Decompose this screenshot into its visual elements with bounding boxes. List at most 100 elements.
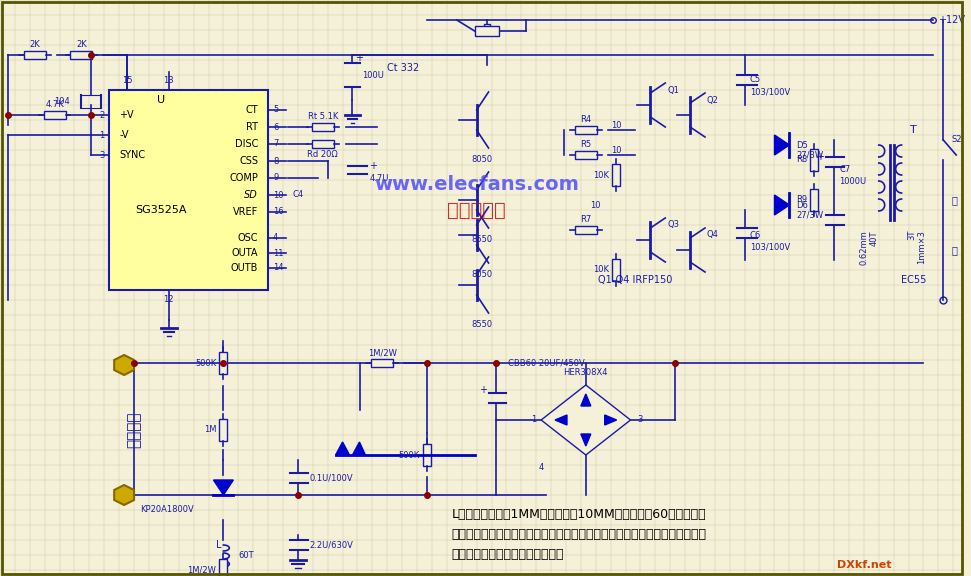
- Text: 3: 3: [99, 150, 104, 160]
- Text: 1mm×3: 1mm×3: [917, 230, 926, 264]
- Bar: [219, 559, 227, 576]
- Text: 104: 104: [53, 97, 70, 107]
- Text: 103/100V: 103/100V: [750, 242, 790, 252]
- Text: 储能电容用的是电机电容，市售的机器一般是电解电容，用电机电容的好处是: 储能电容用的是电机电容，市售的机器一般是电解电容，用电机电容的好处是: [452, 529, 707, 541]
- Text: C5: C5: [750, 75, 761, 85]
- Text: SD: SD: [245, 190, 258, 200]
- Text: 1000U: 1000U: [839, 177, 866, 187]
- Text: R4: R4: [581, 115, 591, 124]
- Text: SYNC: SYNC: [119, 150, 146, 160]
- Text: OUTA: OUTA: [232, 248, 258, 258]
- Bar: [219, 419, 227, 441]
- Text: 103/100V: 103/100V: [750, 88, 790, 97]
- Text: +V: +V: [119, 110, 134, 120]
- Text: Q3: Q3: [667, 221, 680, 229]
- Text: KP20A1800V: KP20A1800V: [140, 506, 193, 514]
- Text: 500K: 500K: [399, 450, 420, 460]
- Text: 7: 7: [273, 139, 279, 149]
- Text: 10: 10: [273, 191, 284, 199]
- Text: RT: RT: [247, 122, 258, 132]
- Text: Ct 332: Ct 332: [387, 63, 419, 73]
- Text: 60T: 60T: [238, 551, 254, 559]
- Text: 4.7K: 4.7K: [46, 100, 64, 109]
- Bar: [575, 226, 597, 234]
- Text: C6: C6: [750, 230, 761, 240]
- Text: 1: 1: [531, 415, 536, 425]
- Text: +: +: [369, 161, 378, 171]
- Bar: [612, 259, 619, 281]
- Text: 3: 3: [638, 415, 643, 425]
- Text: 4.7U: 4.7U: [369, 174, 388, 183]
- Text: 10: 10: [611, 121, 621, 130]
- Bar: [44, 111, 65, 119]
- Bar: [71, 51, 92, 59]
- Text: 8550: 8550: [471, 235, 492, 244]
- Text: 8550: 8550: [471, 320, 492, 329]
- Text: 1M/2W: 1M/2W: [187, 566, 217, 574]
- Polygon shape: [581, 434, 590, 446]
- Text: 2.2U/630V: 2.2U/630V: [310, 540, 353, 550]
- Text: 3T: 3T: [907, 230, 916, 240]
- Polygon shape: [115, 355, 134, 375]
- Text: 4: 4: [539, 463, 544, 472]
- Text: L: L: [216, 540, 221, 550]
- Text: C4: C4: [293, 190, 304, 199]
- Polygon shape: [115, 485, 134, 505]
- Polygon shape: [214, 480, 233, 495]
- Text: 1M/2W: 1M/2W: [368, 348, 397, 357]
- Text: 0.62mm: 0.62mm: [859, 230, 868, 265]
- Text: CBB60 20UF/450V: CBB60 20UF/450V: [509, 358, 586, 367]
- Bar: [810, 149, 819, 171]
- Text: 8050: 8050: [471, 155, 492, 164]
- Text: 27/3W: 27/3W: [796, 210, 823, 219]
- Text: CSS: CSS: [239, 156, 258, 166]
- Text: T: T: [910, 125, 917, 135]
- Text: VREF: VREF: [233, 207, 258, 217]
- Text: 方便的改可控硅输出为继电器输出: 方便的改可控硅输出为继电器输出: [452, 548, 564, 562]
- Text: C7: C7: [839, 165, 851, 175]
- Text: -V: -V: [119, 130, 128, 140]
- Text: 500K: 500K: [195, 358, 217, 367]
- Bar: [24, 51, 46, 59]
- Text: 15: 15: [121, 76, 132, 85]
- Text: 10: 10: [590, 201, 601, 210]
- Text: 1M: 1M: [204, 426, 217, 434]
- Polygon shape: [605, 415, 617, 425]
- Text: 高: 高: [952, 245, 957, 255]
- Text: 13: 13: [163, 76, 174, 85]
- Text: 4: 4: [273, 233, 279, 242]
- Text: 1: 1: [99, 131, 104, 139]
- Polygon shape: [352, 442, 365, 455]
- Text: DXkf.net: DXkf.net: [837, 560, 891, 570]
- Text: 16: 16: [273, 207, 284, 217]
- Text: 40T: 40T: [869, 230, 879, 245]
- Text: 低: 低: [952, 195, 957, 205]
- Text: HER308X4: HER308X4: [563, 368, 608, 377]
- Text: COMP: COMP: [229, 173, 258, 183]
- Text: 10K: 10K: [592, 266, 609, 275]
- Text: D6: D6: [796, 200, 808, 210]
- Text: Rd 20Ω: Rd 20Ω: [308, 150, 338, 159]
- Bar: [312, 123, 334, 131]
- Text: www.elecfans.com: www.elecfans.com: [374, 176, 579, 195]
- Text: 9: 9: [273, 173, 279, 183]
- Text: OSC: OSC: [238, 233, 258, 243]
- Bar: [475, 26, 499, 36]
- Bar: [575, 151, 597, 159]
- Text: 2K: 2K: [29, 40, 40, 49]
- Polygon shape: [555, 415, 567, 425]
- Bar: [810, 189, 819, 211]
- Text: 10K: 10K: [592, 170, 609, 180]
- Text: +12V: +12V: [938, 15, 965, 25]
- Text: CT: CT: [246, 105, 258, 115]
- Text: R9: R9: [796, 195, 807, 204]
- Text: 高压输出: 高压输出: [126, 412, 142, 448]
- Text: 5: 5: [273, 105, 279, 115]
- Bar: [423, 444, 431, 466]
- Polygon shape: [775, 135, 789, 155]
- Text: Rt 5.1K: Rt 5.1K: [308, 112, 338, 121]
- Bar: [312, 140, 334, 148]
- Text: Q2: Q2: [707, 96, 719, 104]
- Text: 8050: 8050: [471, 270, 492, 279]
- Text: 27/3W: 27/3W: [796, 150, 823, 160]
